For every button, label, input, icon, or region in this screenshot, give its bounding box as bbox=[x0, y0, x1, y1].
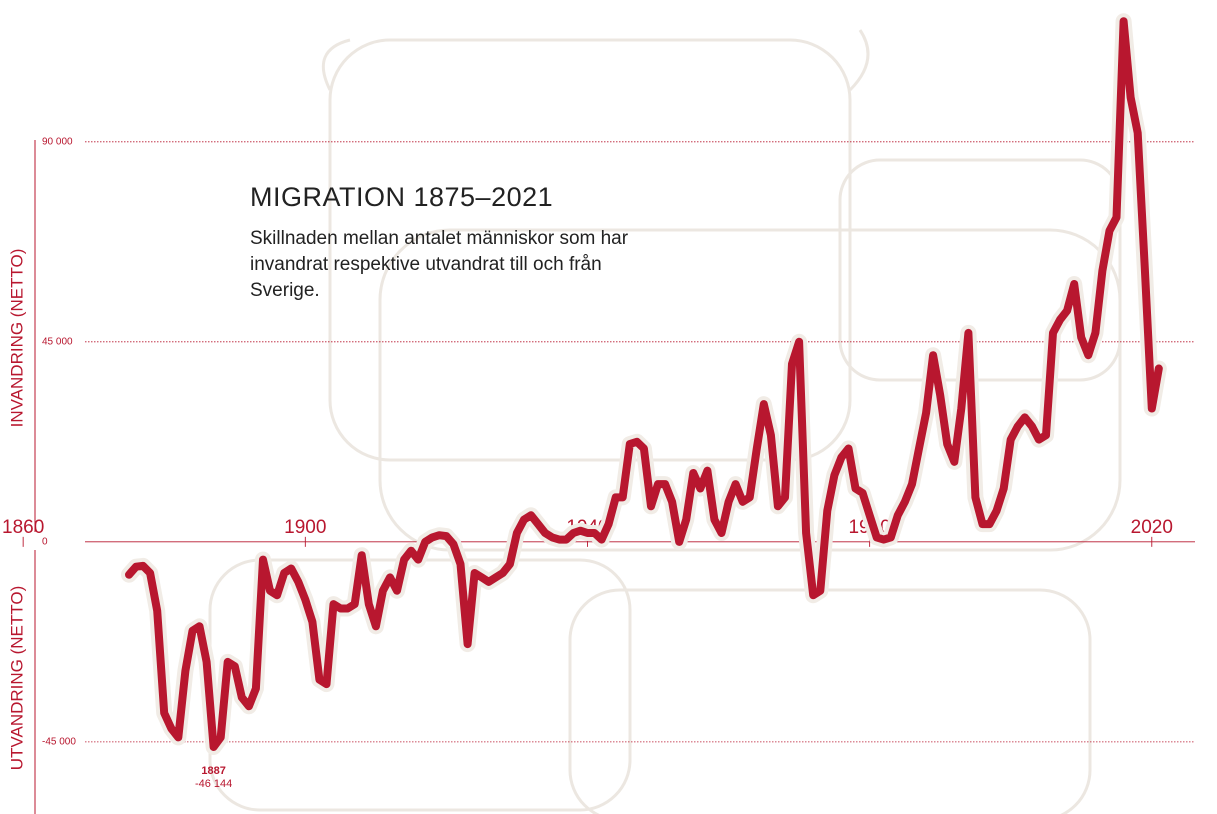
x-tick-label: 2020 bbox=[1131, 517, 1173, 538]
y-tick-label: -45 000 bbox=[42, 737, 76, 748]
chart-subtitle: Skillnaden mellan antalet människor som … bbox=[250, 226, 630, 304]
x-tick-label: 1900 bbox=[284, 517, 326, 538]
y-axis-label: INVANDRING (NETTO) bbox=[7, 249, 26, 428]
y-tick-label: 45 000 bbox=[42, 336, 73, 347]
x-tick-label: 1860 bbox=[2, 517, 44, 538]
chart-title: MIGRATION 1875–2021 bbox=[250, 182, 553, 213]
y-tick-label: 90 000 bbox=[42, 136, 73, 147]
annotation-value: -46 144 bbox=[195, 778, 232, 790]
line bbox=[129, 21, 1159, 747]
page: INVANDRING (NETTO) UTVANDRING (NETTO) -4… bbox=[0, 0, 1217, 814]
line-halo bbox=[129, 21, 1159, 747]
chart: INVANDRING (NETTO) UTVANDRING (NETTO) -4… bbox=[0, 0, 1217, 814]
y-axis-label: UTVANDRING (NETTO) bbox=[7, 586, 26, 770]
background-doodle bbox=[210, 30, 1120, 814]
y-tick-label: 0 bbox=[42, 536, 48, 547]
annotation-year: 1887 bbox=[201, 765, 225, 777]
